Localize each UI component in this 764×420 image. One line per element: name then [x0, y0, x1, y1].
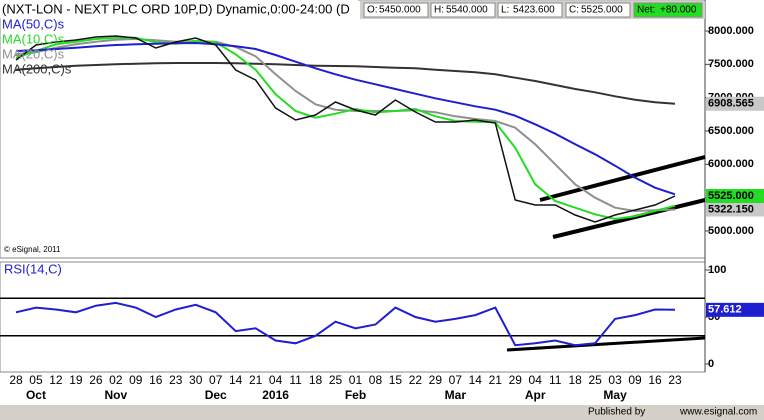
last-value-box — [706, 96, 764, 111]
copyright: © eSignal, 2011 — [4, 245, 61, 254]
last-value-label: 57.612 — [708, 304, 742, 316]
x-tick-label: 07 — [209, 373, 223, 387]
quote: O: 5450.000 H: 5540.000 L: 5423.600 C: 5525.000… — [363, 2, 703, 18]
y-tick-label: 0 — [708, 358, 714, 370]
x-month-label: 2016 — [262, 388, 289, 402]
last-value-box — [706, 189, 764, 203]
quote-cell — [430, 2, 496, 18]
x-month-label: May — [603, 388, 627, 402]
x-month-label: Oct — [26, 388, 46, 402]
series-line — [15, 62, 676, 105]
legend-entry: MA(200,C)s — [2, 61, 72, 76]
y-tick-label: 100 — [708, 264, 726, 276]
y-tick-label: 6000.000 — [708, 158, 754, 170]
title-box — [0, 0, 358, 18]
quote-label: C: — [569, 5, 579, 16]
x-tick-label: 12 — [49, 373, 63, 387]
x-tick-label: 29 — [509, 373, 523, 387]
series-line — [15, 41, 676, 196]
last-value-label: 6908.565 — [708, 98, 754, 110]
x-tick-label: 23 — [668, 373, 682, 387]
published: Published by — [588, 407, 645, 418]
legend-entry: MA(50,C)s — [2, 16, 65, 31]
x-tick-label: 28 — [9, 373, 23, 387]
x-tick-label: 23 — [169, 373, 183, 387]
x-month-label: Feb — [345, 388, 366, 402]
x-tick-label: 25 — [588, 373, 602, 387]
quote-value: 5525.000 — [581, 5, 623, 16]
x-tick-label: 11 — [549, 373, 562, 387]
x-tick-label: 18 — [309, 373, 323, 387]
x-tick-label: 02 — [109, 373, 123, 387]
x-tick-label: 18 — [568, 373, 582, 387]
quote-value: 5423.600 — [513, 5, 555, 16]
x-tick-label: 05 — [29, 373, 43, 387]
quote-cell — [363, 2, 429, 18]
legend-entry: MA(10,C)s — [2, 31, 65, 46]
status-bar — [0, 405, 764, 420]
quote-value: 5450.000 — [379, 5, 421, 16]
y-tick-label: 6500.000 — [708, 125, 754, 137]
x-tick-label: 14 — [469, 373, 483, 387]
x-month-label: Nov — [105, 388, 128, 402]
x-tick-label: 30 — [189, 373, 203, 387]
quote-cell — [565, 2, 631, 18]
y-tick-label: 5000.000 — [708, 225, 754, 237]
x-tick-label: 21 — [489, 373, 503, 387]
quote-cell — [497, 2, 563, 18]
x-tick-label: 22 — [409, 373, 423, 387]
x-tick-label: 09 — [628, 373, 642, 387]
x-tick-label: 16 — [149, 373, 163, 387]
last-value-box — [706, 202, 764, 217]
marks: 8000.0007500.0007000.0006500.0006000.000… — [0, 16, 764, 402]
trend-line — [506, 336, 706, 352]
x-tick-label: 08 — [369, 373, 383, 387]
x-tick-label: 03 — [608, 373, 622, 387]
x-tick-label: 09 — [129, 373, 143, 387]
trend-line — [539, 155, 706, 202]
x-tick-label: 25 — [329, 373, 343, 387]
quote-label: L: — [501, 5, 509, 16]
last-value-box — [706, 302, 764, 317]
y-tick-label: 8000.000 — [708, 25, 754, 37]
quote-label: O: — [367, 5, 378, 16]
x-tick-label: 16 — [648, 373, 662, 387]
rsi-title: RSI(14,C) — [4, 261, 62, 276]
x-month-label: Dec — [205, 388, 227, 402]
y-tick-label: 7500.000 — [708, 58, 754, 70]
x-tick-label: 14 — [229, 373, 243, 387]
x-tick-label: 01 — [349, 373, 363, 387]
trend-line — [552, 198, 706, 239]
quote-cell — [633, 2, 703, 18]
site: www.esignal.com — [679, 407, 757, 418]
x-tick-label: 04 — [529, 373, 543, 387]
x-tick-label: 26 — [89, 373, 103, 387]
last-value-label: 5322.150 — [708, 203, 754, 215]
quote-label: Net: — [637, 5, 655, 16]
quote-value: +80.000 — [660, 5, 697, 16]
quote-label: H: — [434, 5, 444, 16]
x-tick-label: 21 — [249, 373, 263, 387]
x-tick-label: 11 — [289, 373, 302, 387]
x-tick-label: 15 — [389, 373, 403, 387]
x-tick-label: 07 — [449, 373, 463, 387]
x-tick-label: 04 — [269, 373, 283, 387]
legend-entry: MA(20,C)s — [2, 46, 65, 61]
last-value-label: 5525.000 — [708, 190, 754, 202]
x-tick-label: 19 — [69, 373, 83, 387]
quote-value: 5540.000 — [446, 5, 488, 16]
x-month-label: Mar — [445, 388, 467, 402]
x-month-label: Apr — [525, 388, 546, 402]
series-line — [15, 301, 676, 347]
series-line — [15, 35, 676, 223]
x-tick-label: 29 — [429, 373, 443, 387]
chart-title: (NXT-LON - NEXT PLC ORD 10P,D) Dynamic,0… — [2, 1, 350, 16]
